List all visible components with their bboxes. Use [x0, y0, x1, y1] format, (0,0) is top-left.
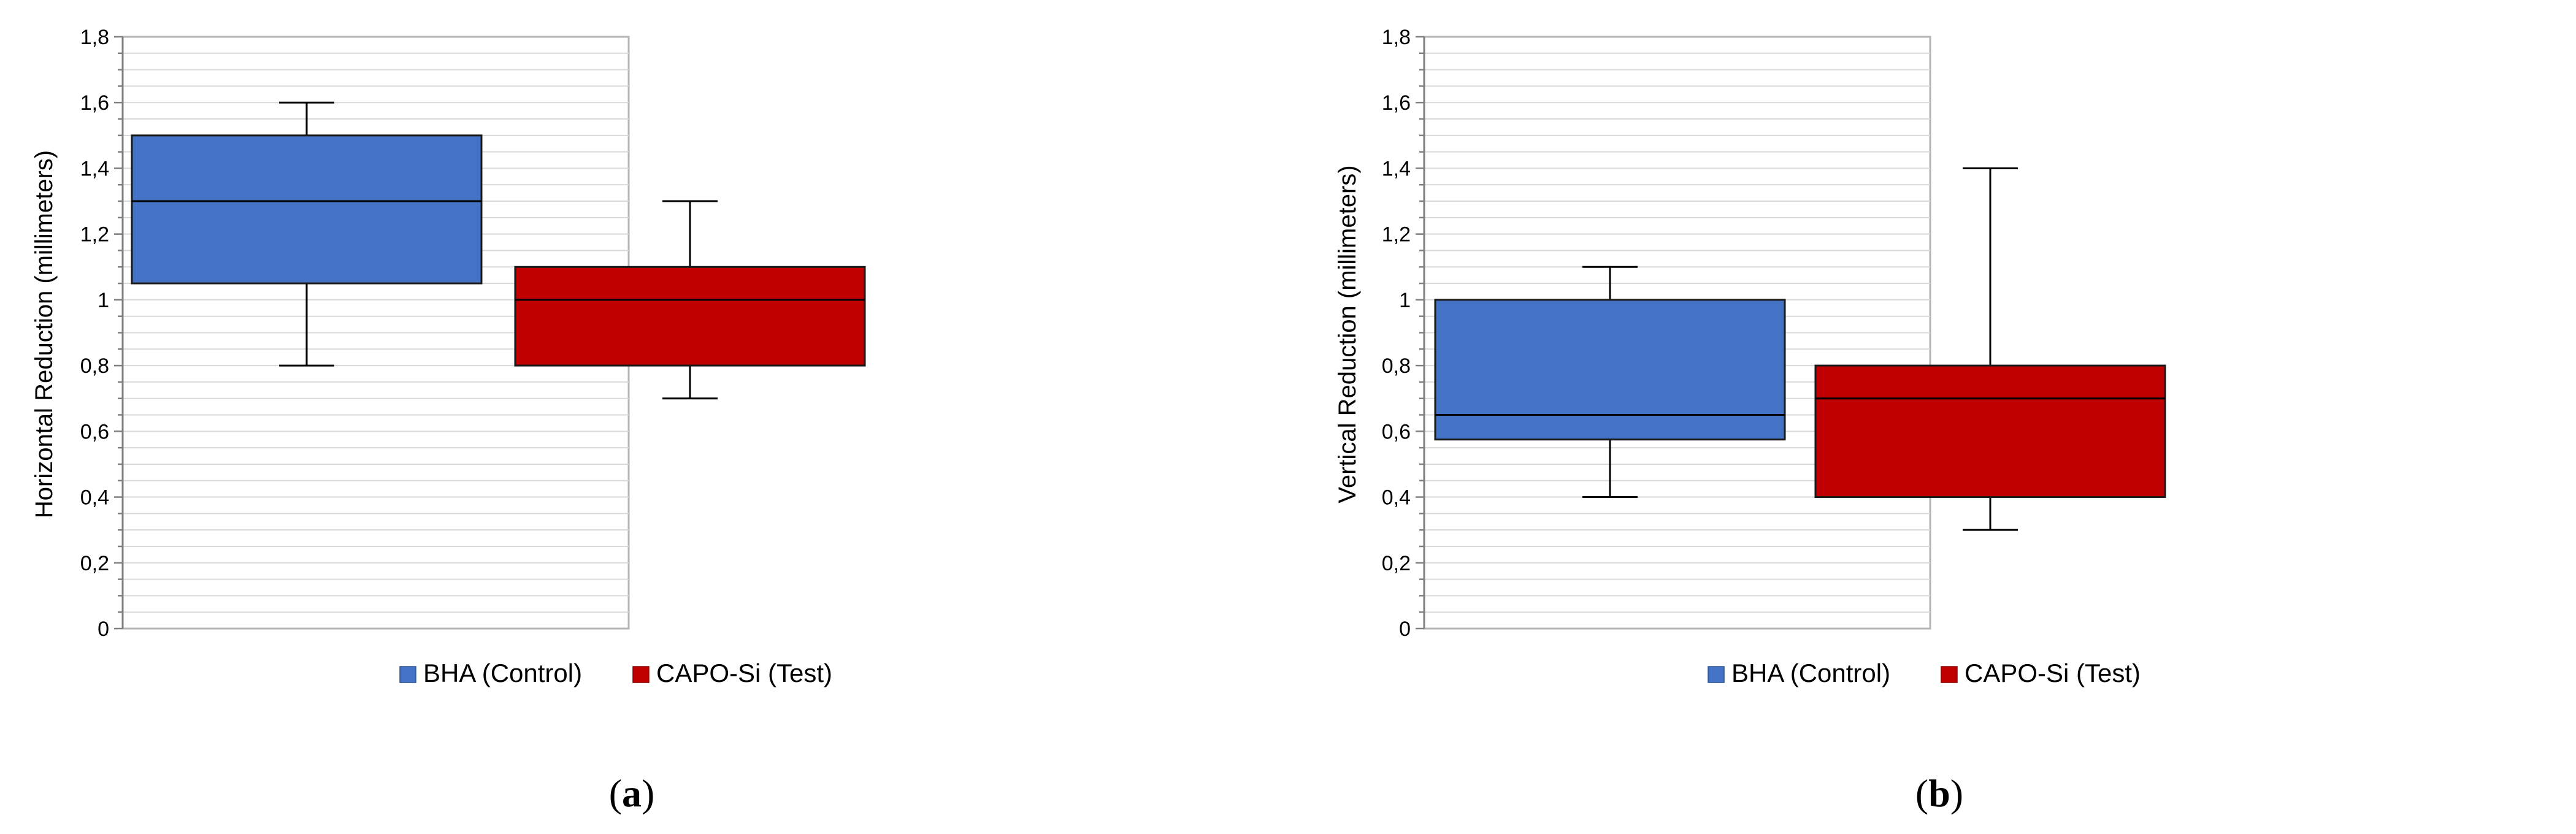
y-tick-label: 1,4 [1382, 157, 1411, 180]
y-tick-label: 1,8 [80, 26, 109, 49]
legend-swatch-a-1 [632, 666, 650, 683]
y-tick-label: 0,4 [80, 486, 109, 510]
y-tick-label: 1 [1399, 289, 1411, 312]
box-plot-b-1 [1814, 167, 2166, 531]
iqr-box [131, 134, 483, 285]
y-axis-a: 0 0,2 0,4 0,6 0,8 1 1,2 1,4 1,6 1,8 [80, 26, 124, 641]
legend-label-b-1: CAPO-Si (Test) [1965, 659, 2141, 687]
y-axis-title-b: Vertical Reduction (millimeters) [1334, 165, 1361, 503]
box-plot-a-1 [514, 200, 866, 400]
box-plots-b [1434, 167, 2166, 531]
y-tick-label: 0,6 [1382, 420, 1411, 443]
caption-a: (a) [609, 771, 655, 815]
chart-panel-b: 0 0,2 0,4 0,6 0,8 1 1,2 1,4 1,6 1,8 Vertical Redu… [1334, 26, 2166, 815]
y-tick-label: 0,8 [80, 354, 109, 378]
y-tick-label: 0 [1399, 618, 1411, 641]
caption-b-text: (b) [1915, 771, 1963, 815]
y-tick-label: 0,8 [1382, 354, 1411, 378]
y-tick-label: 0,2 [80, 552, 109, 575]
legend-swatch-b-0 [1708, 666, 1725, 683]
chart-panel-a: 0 0,2 0,4 0,6 0,8 1 1,2 1,4 1,6 1,8 Horizontal Re… [31, 26, 866, 815]
legend-swatch-b-1 [1941, 666, 1958, 683]
caption-b: (b) [1915, 771, 1963, 815]
iqr-box [1814, 364, 2166, 499]
y-tick-label: 0,4 [1382, 486, 1411, 510]
legend-label-a-1: CAPO-Si (Test) [656, 659, 832, 687]
y-tick-label: 1,4 [80, 157, 109, 180]
legend-b: BHA (Control) CAPO-Si (Test) [1708, 659, 2141, 687]
caption-a-text: (a) [609, 771, 655, 815]
y-axis-b: 0 0,2 0,4 0,6 0,8 1 1,2 1,4 1,6 1,8 [1382, 26, 1425, 641]
box-plot-a-0 [131, 101, 483, 367]
y-tick-label: 1,2 [80, 223, 109, 247]
box-plot-b-0 [1434, 266, 1786, 499]
legend-label-b-0: BHA (Control) [1731, 659, 1890, 687]
legend-swatch-a-0 [399, 666, 416, 683]
y-tick-label: 1,6 [80, 91, 109, 115]
y-tick-label: 1 [98, 289, 109, 312]
y-tick-label: 0,6 [80, 420, 109, 443]
y-tick-label: 0,2 [1382, 552, 1411, 575]
y-tick-label: 1,6 [1382, 91, 1411, 115]
box-plots-a [131, 101, 866, 400]
legend-label-a-0: BHA (Control) [423, 659, 582, 687]
y-tick-label: 0 [98, 618, 109, 641]
iqr-box [1434, 299, 1786, 441]
legend-a: BHA (Control) CAPO-Si (Test) [399, 659, 832, 687]
y-tick-label: 1,8 [1382, 26, 1411, 49]
y-axis-title-a: Horizontal Reduction (millimeters) [31, 150, 58, 518]
y-tick-label: 1,2 [1382, 223, 1411, 247]
iqr-box [514, 266, 866, 367]
